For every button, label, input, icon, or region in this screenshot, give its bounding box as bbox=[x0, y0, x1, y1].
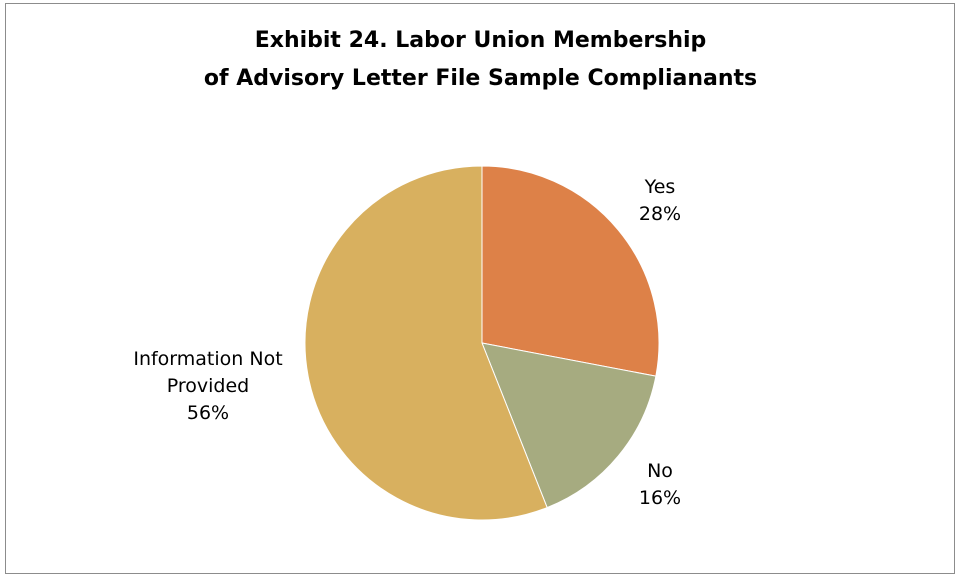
chart-title: Exhibit 24. Labor Union Membership of Ad… bbox=[0, 22, 961, 98]
data-label-category: No bbox=[647, 460, 673, 482]
data-label-category: Yes bbox=[644, 176, 676, 198]
data-label-yes: Yes 28% bbox=[639, 176, 681, 225]
chart-title-line-1: Exhibit 24. Labor Union Membership bbox=[254, 28, 707, 53]
data-label-category: Information Not bbox=[133, 348, 282, 370]
data-label-percent: 16% bbox=[639, 487, 681, 509]
data-label-information-not-provided: Information Not Provided 56% bbox=[133, 348, 282, 424]
chart-title-line-2: of Advisory Letter File Sample Compliana… bbox=[203, 66, 758, 91]
data-label-percent: 56% bbox=[187, 402, 229, 424]
pie-slice-information-not-provided bbox=[304, 165, 548, 521]
pie-slice-yes bbox=[481, 165, 660, 377]
pie-slice-no bbox=[481, 342, 657, 509]
data-label-category: Provided bbox=[167, 375, 249, 397]
pie-data-labels: Yes 28% No 16% Information Not Provided 56% bbox=[133, 176, 681, 509]
data-label-no: No 16% bbox=[639, 460, 681, 509]
data-label-percent: 28% bbox=[639, 203, 681, 225]
pie-slices bbox=[304, 165, 660, 521]
